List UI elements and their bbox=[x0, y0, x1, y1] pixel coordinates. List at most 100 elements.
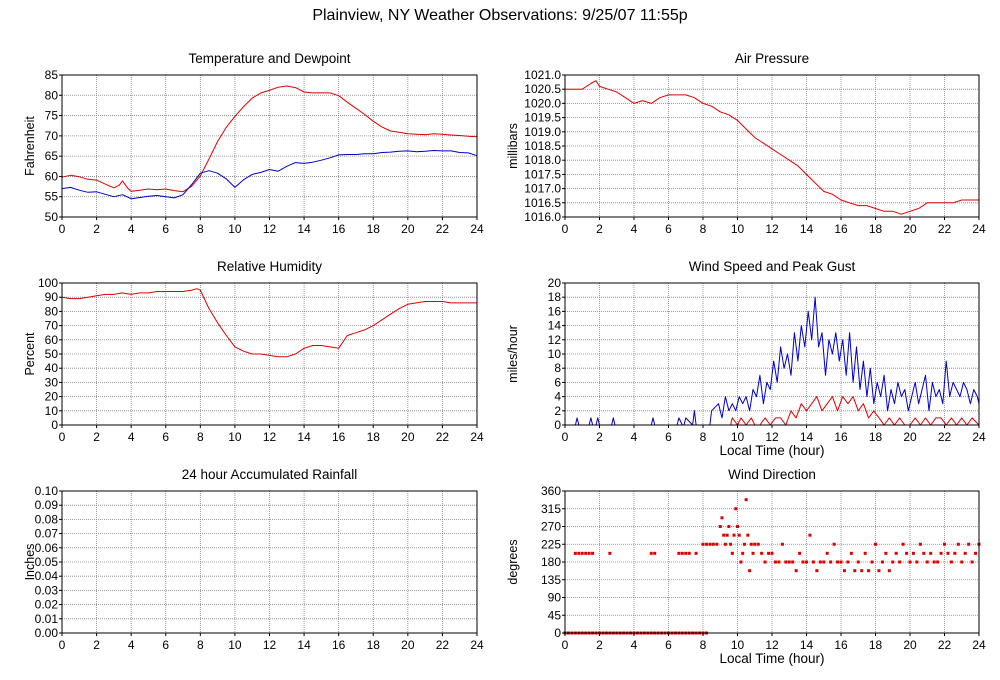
y-tick-label: 0 bbox=[554, 626, 561, 640]
y-tick-label: 1017.0 bbox=[524, 182, 561, 196]
x-tick-label: 10 bbox=[731, 638, 745, 652]
chart-pressure: 0 2 4 6 8 10 12 14 16 18 20 22 241016.01016.51017.01… bbox=[506, 51, 986, 236]
x-tick-label: 14 bbox=[297, 222, 311, 236]
direction-point bbox=[874, 542, 877, 546]
direction-point bbox=[822, 560, 826, 564]
direction-point bbox=[849, 551, 853, 555]
x-tick-label: 2 bbox=[93, 222, 100, 236]
direction-point bbox=[915, 560, 919, 564]
y-tick-label: 2 bbox=[554, 404, 561, 418]
x-tick-label: 2 bbox=[596, 222, 603, 236]
direction-point bbox=[891, 560, 895, 564]
y-axis-label: Percent bbox=[23, 332, 37, 376]
x-tick-label: 0 bbox=[59, 638, 66, 652]
x-tick-label: 12 bbox=[263, 638, 277, 652]
x-axis-label: Local Time (hour) bbox=[719, 651, 824, 666]
y-tick-label: 14 bbox=[548, 319, 562, 333]
direction-point bbox=[780, 542, 784, 546]
direction-point bbox=[749, 542, 753, 546]
x-tick-label: 18 bbox=[869, 222, 883, 236]
y-tick-label: 315 bbox=[541, 502, 561, 516]
direction-point bbox=[763, 560, 767, 564]
chart-humidity: 0 2 4 6 8 10 12 14 16 18 20 22 240102030405060708090… bbox=[23, 259, 484, 444]
x-tick-label: 24 bbox=[470, 430, 484, 444]
x-tick-label: 20 bbox=[401, 430, 415, 444]
direction-point bbox=[943, 542, 946, 546]
direction-point bbox=[608, 551, 612, 555]
x-tick-label: 8 bbox=[700, 638, 707, 652]
x-tick-label: 0 bbox=[562, 222, 569, 236]
direction-point bbox=[580, 551, 584, 555]
y-axis-label: miles/hour bbox=[506, 325, 520, 383]
direction-point bbox=[918, 542, 922, 546]
direction-point bbox=[811, 560, 815, 564]
direction-point bbox=[832, 542, 836, 546]
x-tick-label: 12 bbox=[263, 222, 277, 236]
direction-point bbox=[722, 533, 726, 537]
x-tick-label: 10 bbox=[228, 638, 242, 652]
series-line-0 bbox=[61, 288, 477, 358]
x-tick-label: 0 bbox=[59, 222, 66, 236]
x-tick-label: 14 bbox=[800, 638, 814, 652]
direction-point bbox=[741, 551, 745, 555]
y-tick-label: 0.05 bbox=[35, 555, 59, 569]
direction-point bbox=[967, 542, 971, 546]
x-tick-label: 4 bbox=[128, 222, 135, 236]
direction-point bbox=[723, 542, 727, 546]
direction-point bbox=[727, 525, 731, 528]
direction-point bbox=[846, 560, 850, 564]
x-tick-label: 0 bbox=[562, 430, 569, 444]
x-tick-label: 8 bbox=[197, 222, 204, 236]
y-tick-label: 90 bbox=[45, 290, 59, 304]
x-tick-label: 4 bbox=[631, 430, 638, 444]
x-tick-label: 12 bbox=[765, 638, 779, 652]
direction-point bbox=[730, 551, 734, 555]
x-tick-label: 12 bbox=[765, 430, 779, 444]
direction-point bbox=[839, 560, 843, 564]
direction-point bbox=[898, 560, 902, 564]
chart-direction: 0 2 4 6 8 10 12 14 16 18 20 22 240459013518022527031… bbox=[506, 467, 986, 666]
y-tick-label: 1017.5 bbox=[524, 167, 561, 181]
y-tick-label: 8 bbox=[554, 361, 561, 375]
direction-point bbox=[825, 551, 829, 555]
y-tick-label: 1018.5 bbox=[524, 139, 561, 153]
x-tick-label: 24 bbox=[470, 222, 484, 236]
direction-point bbox=[773, 560, 777, 564]
series-line-0 bbox=[61, 85, 478, 193]
direction-point bbox=[853, 569, 857, 573]
direction-point bbox=[649, 551, 653, 555]
y-tick-label: 1019.5 bbox=[524, 111, 561, 125]
x-tick-label: 20 bbox=[401, 638, 415, 652]
x-tick-label: 24 bbox=[972, 430, 986, 444]
x-tick-label: 16 bbox=[332, 222, 346, 236]
direction-point bbox=[894, 551, 898, 555]
direction-point bbox=[963, 551, 967, 555]
direction-point bbox=[687, 551, 691, 555]
x-tick-label: 24 bbox=[470, 638, 484, 652]
direction-point bbox=[653, 551, 657, 555]
series-line-1 bbox=[61, 150, 478, 200]
direction-point bbox=[577, 551, 581, 555]
direction-point bbox=[777, 560, 781, 564]
x-tick-label: 8 bbox=[197, 430, 204, 444]
y-tick-label: 1016.0 bbox=[524, 210, 561, 224]
direction-point bbox=[591, 551, 595, 555]
chart-wind: 0 2 4 6 8 10 12 14 16 18 20 22 2402468101214161820Wi… bbox=[506, 259, 986, 458]
y-tick-label: 0.08 bbox=[35, 512, 59, 526]
y-tick-label: 55 bbox=[45, 190, 59, 204]
direction-point bbox=[922, 551, 926, 555]
x-tick-label: 0 bbox=[562, 638, 569, 652]
direction-point bbox=[737, 533, 741, 537]
direction-point bbox=[929, 551, 933, 555]
x-tick-label: 4 bbox=[128, 430, 135, 444]
y-tick-label: 45 bbox=[548, 608, 562, 622]
x-tick-label: 16 bbox=[332, 430, 346, 444]
y-tick-label: 18 bbox=[548, 290, 562, 304]
y-tick-label: 0.01 bbox=[35, 612, 59, 626]
x-tick-label: 6 bbox=[162, 638, 169, 652]
y-tick-label: 100 bbox=[38, 276, 58, 290]
y-tick-label: 4 bbox=[554, 390, 561, 404]
x-tick-label: 12 bbox=[263, 430, 277, 444]
x-tick-label: 6 bbox=[162, 430, 169, 444]
